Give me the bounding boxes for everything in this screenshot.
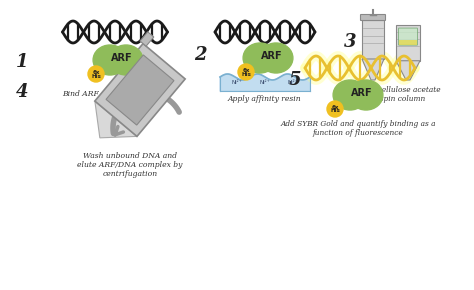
Text: His: His [241,72,251,77]
FancyBboxPatch shape [361,14,385,21]
Text: ARF: ARF [111,53,133,63]
Ellipse shape [93,45,127,75]
Polygon shape [396,61,420,80]
Text: Wash unbound DNA and
elute ARF/DNA complex by
centrifugation: Wash unbound DNA and elute ARF/DNA compl… [77,152,182,178]
Text: 5: 5 [289,71,301,89]
Text: 1: 1 [16,53,28,71]
Text: 6x: 6x [242,68,250,73]
Ellipse shape [333,80,367,110]
Polygon shape [106,55,174,125]
FancyBboxPatch shape [399,28,418,45]
Text: Bind ARF and DNA target: Bind ARF and DNA target [62,90,162,98]
Text: Add SYBR Gold and quantify binding as a
function of fluorescence: Add SYBR Gold and quantify binding as a … [280,120,436,137]
Ellipse shape [243,43,277,73]
Text: Ni²⁺: Ni²⁺ [288,79,298,84]
Circle shape [238,64,254,80]
Polygon shape [140,32,154,46]
Text: 6x: 6x [92,70,100,75]
Polygon shape [95,101,137,138]
FancyBboxPatch shape [396,25,420,61]
Ellipse shape [259,43,293,73]
Text: Apply affinity resin: Apply affinity resin [227,95,301,103]
Text: Ni²⁺: Ni²⁺ [260,79,270,84]
Ellipse shape [349,80,383,110]
Text: His: His [91,73,101,79]
Text: 4: 4 [16,83,28,101]
Ellipse shape [109,45,143,75]
Polygon shape [95,44,185,136]
Text: 6x: 6x [331,105,339,110]
Text: Apply to cellulose acetate
filter spin column: Apply to cellulose acetate filter spin c… [345,86,441,103]
Text: ARF: ARF [261,51,283,61]
Circle shape [327,101,343,117]
Polygon shape [362,59,384,80]
Text: 2: 2 [194,46,206,64]
Text: His: His [330,108,340,113]
Circle shape [88,66,104,82]
Polygon shape [220,74,310,91]
FancyBboxPatch shape [362,20,384,59]
Text: 3: 3 [344,33,356,51]
Text: Ni²⁺: Ni²⁺ [232,79,242,84]
FancyBboxPatch shape [399,40,417,45]
Text: ARF: ARF [351,88,373,98]
